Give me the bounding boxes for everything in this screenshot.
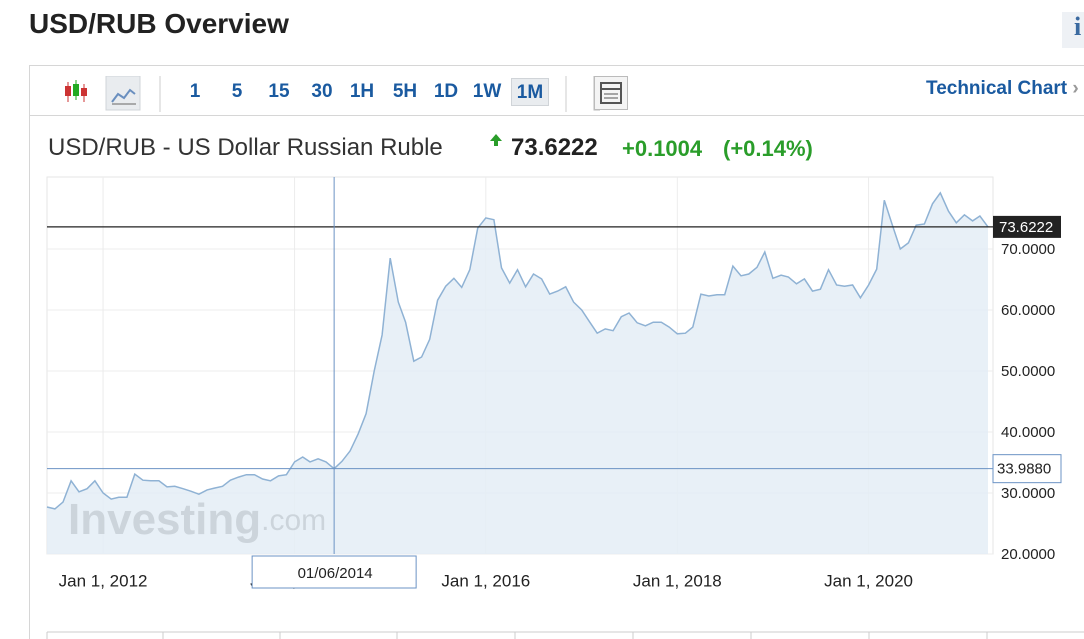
interval-button[interactable]: 1W — [472, 81, 502, 102]
page-title: USD/RUB Overview — [29, 8, 289, 39]
y-tick-label: 20.0000 — [1001, 546, 1055, 563]
price-change-percent: (+0.14%) — [723, 136, 813, 161]
info-button[interactable]: i — [1062, 12, 1084, 48]
interval-button[interactable]: 1 — [189, 81, 201, 102]
y-tick-label: 40.0000 — [1001, 424, 1055, 441]
last-value-label: 73.6222 — [999, 219, 1053, 236]
interval-button[interactable]: 1M — [511, 78, 549, 106]
toolbar — [29, 65, 1084, 116]
watermark: Investing.com — [68, 495, 326, 544]
y-tick-label: 70.0000 — [1001, 241, 1055, 258]
x-tick-label: Jan 1, 2012 — [59, 571, 148, 590]
y-tick-label: 60.0000 — [1001, 302, 1055, 319]
crosshair-x-box — [251, 555, 417, 589]
watermark-suffix: .com — [261, 504, 326, 537]
panel-border — [29, 116, 30, 639]
candlestick-icon[interactable] — [65, 80, 87, 102]
crosshair-y-label: 33.9880 — [997, 461, 1051, 478]
interval-button[interactable]: 5H — [392, 81, 418, 102]
x-tick-label: Jan 1, 2020 — [824, 571, 913, 590]
plot-area — [46, 176, 994, 555]
interval-button[interactable]: 1D — [433, 81, 459, 102]
interval-button[interactable]: 30 — [311, 81, 333, 102]
last-value-box — [993, 215, 1061, 238]
bottom-tabs — [46, 631, 1084, 639]
interval-button[interactable]: 15 — [268, 81, 290, 102]
news-icon-detail — [594, 76, 628, 110]
line-chart-icon[interactable] — [105, 76, 141, 111]
crosshair-y-box — [992, 454, 1062, 484]
area — [47, 192, 988, 554]
interval-button[interactable]: 1H — [349, 81, 375, 102]
watermark-brand: Investing — [68, 495, 261, 544]
technical-chart-link[interactable]: Technical Chart › — [926, 78, 1079, 99]
y-tick-label: 30.0000 — [1001, 485, 1055, 502]
up-arrow — [490, 134, 502, 146]
last-price: 73.6222 — [511, 134, 598, 161]
x-tick-label: Jan 1, 2014 — [250, 571, 339, 590]
interval-button[interactable]: 5 — [231, 81, 243, 102]
y-tick-label: 50.0000 — [1001, 363, 1055, 380]
x-tick-label: Jan 1, 2016 — [441, 571, 530, 590]
crosshair-x-label: 01/06/2014 — [298, 565, 373, 582]
price-change: +0.1004 — [622, 136, 703, 161]
link-arrow: › — [1067, 78, 1079, 99]
x-tick-label: Jan 1, 2018 — [633, 571, 722, 590]
line — [46, 191, 989, 510]
instrument-name: USD/RUB - US Dollar Russian Ruble — [48, 134, 443, 161]
